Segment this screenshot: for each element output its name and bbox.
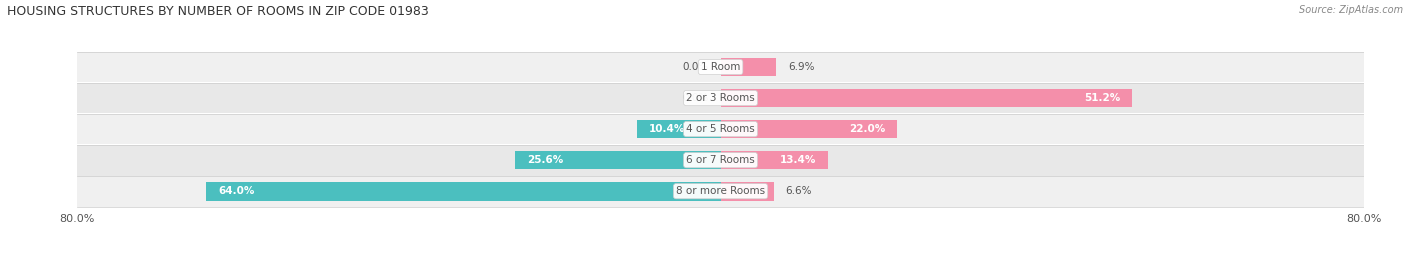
Text: 0.0%: 0.0% — [682, 93, 709, 103]
Bar — [207, 182, 721, 200]
Bar — [637, 120, 721, 139]
Text: 1 Room: 1 Room — [700, 62, 741, 72]
Text: 6 or 7 Rooms: 6 or 7 Rooms — [686, 155, 755, 165]
Bar — [77, 114, 1364, 144]
Text: 22.0%: 22.0% — [849, 124, 886, 134]
Text: 8 or more Rooms: 8 or more Rooms — [676, 186, 765, 196]
Text: 4 or 5 Rooms: 4 or 5 Rooms — [686, 124, 755, 134]
Bar — [77, 145, 1364, 176]
Text: 10.4%: 10.4% — [650, 124, 685, 134]
Bar — [721, 182, 773, 200]
Text: 64.0%: 64.0% — [218, 186, 254, 196]
Bar — [721, 151, 828, 169]
Text: 6.9%: 6.9% — [789, 62, 814, 72]
Text: HOUSING STRUCTURES BY NUMBER OF ROOMS IN ZIP CODE 01983: HOUSING STRUCTURES BY NUMBER OF ROOMS IN… — [7, 5, 429, 18]
Bar — [77, 52, 1364, 82]
Text: 51.2%: 51.2% — [1084, 93, 1121, 103]
Bar — [77, 176, 1364, 207]
Text: 13.4%: 13.4% — [780, 155, 817, 165]
Text: Source: ZipAtlas.com: Source: ZipAtlas.com — [1299, 5, 1403, 15]
Bar — [77, 83, 1364, 114]
Text: 0.0%: 0.0% — [682, 62, 709, 72]
Bar — [721, 120, 897, 139]
Text: 2 or 3 Rooms: 2 or 3 Rooms — [686, 93, 755, 103]
Text: 25.6%: 25.6% — [527, 155, 562, 165]
Text: 6.6%: 6.6% — [786, 186, 813, 196]
Bar — [515, 151, 721, 169]
Bar — [721, 89, 1132, 107]
Bar — [721, 58, 776, 76]
